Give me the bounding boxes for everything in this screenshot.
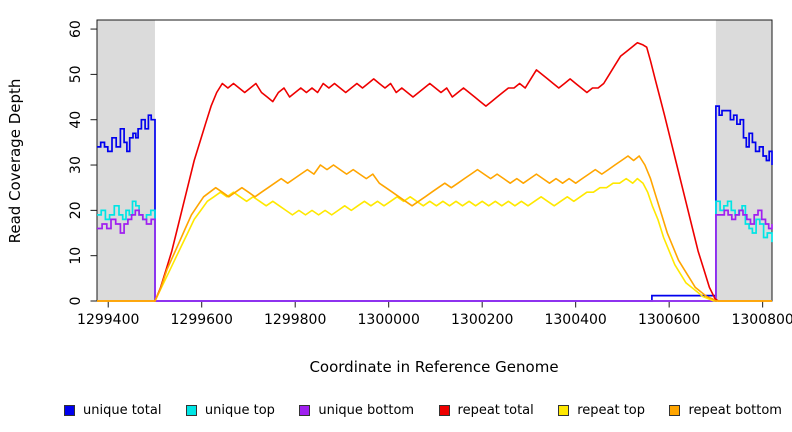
plot-border bbox=[96, 19, 773, 302]
y-axis-title: Read Coverage Depth bbox=[6, 79, 24, 244]
x-tick-label-1300200: 1300200 bbox=[451, 312, 513, 328]
shaded-region-left-flank bbox=[97, 20, 155, 301]
x-tick-label-1299600: 1299600 bbox=[171, 312, 233, 328]
legend-label-unique-total: unique total bbox=[83, 403, 162, 418]
legend-label-unique-top: unique top bbox=[204, 403, 275, 418]
x-tick-label-1299400: 1299400 bbox=[77, 312, 139, 328]
legend-label-repeat-bottom: repeat bottom bbox=[688, 403, 782, 418]
chart-svg: 1299400 1299600 1299800 1300000 1300200 13004… bbox=[6, 19, 792, 376]
x-axis-title: Coordinate in Reference Genome bbox=[309, 358, 558, 376]
shaded-regions-layer bbox=[97, 20, 772, 301]
legend-swatch-unique-total bbox=[64, 405, 75, 416]
series-line-repeat-total bbox=[97, 41, 772, 302]
legend-item-unique-total: unique total bbox=[64, 403, 161, 418]
legend-label-repeat-top: repeat top bbox=[577, 403, 645, 418]
y-tick-label-30: 30 bbox=[68, 156, 84, 174]
y-tick-label-10: 10 bbox=[68, 247, 84, 265]
y-tick-label-40: 40 bbox=[68, 111, 84, 129]
series-line-repeat-bottom bbox=[97, 155, 772, 302]
legend-swatch-repeat-bottom bbox=[669, 405, 681, 416]
series-line-unique-bottom bbox=[97, 209, 773, 302]
legend-item-unique-top: unique top bbox=[185, 403, 275, 418]
x-tick-label-1300000: 1300000 bbox=[358, 312, 420, 328]
series-line-repeat-top bbox=[97, 177, 772, 302]
legend-label-unique-bottom: unique bottom bbox=[318, 403, 415, 418]
x-tick-label-1299800: 1299800 bbox=[264, 312, 326, 328]
y-tick-label-50: 50 bbox=[68, 65, 84, 83]
legend-item-unique-bottom: unique bottom bbox=[299, 403, 414, 418]
series-line-unique-total bbox=[97, 105, 773, 302]
series-lines-layer bbox=[97, 41, 773, 302]
chart-legend: unique total unique top unique bottom repea… bbox=[64, 403, 782, 418]
legend-label-repeat-total: repeat total bbox=[457, 403, 534, 418]
y-tick-label-20: 20 bbox=[68, 201, 84, 219]
shaded-region-right-flank bbox=[715, 20, 772, 301]
legend-swatch-unique-bottom bbox=[299, 405, 311, 416]
y-tick-label-0: 0 bbox=[68, 297, 84, 306]
legend-item-repeat-top: repeat top bbox=[558, 403, 645, 418]
legend-swatch-repeat-top bbox=[558, 405, 570, 416]
y-tick-label-60: 60 bbox=[68, 20, 84, 38]
x-tick-label-1300600: 1300600 bbox=[638, 312, 700, 328]
x-tick-label-1300400: 1300400 bbox=[544, 312, 606, 328]
legend-item-repeat-total: repeat total bbox=[438, 403, 534, 418]
x-tick-label-1300800: 1300800 bbox=[731, 312, 792, 328]
series-line-unique-top bbox=[97, 200, 773, 302]
legend-swatch-unique-top bbox=[185, 405, 197, 416]
legend-item-repeat-bottom: repeat bottom bbox=[669, 403, 782, 418]
legend-swatch-repeat-total bbox=[438, 405, 450, 416]
axis-ticks-layer: 1299400 1299600 1299800 1300000 1300200 13004… bbox=[68, 20, 792, 328]
